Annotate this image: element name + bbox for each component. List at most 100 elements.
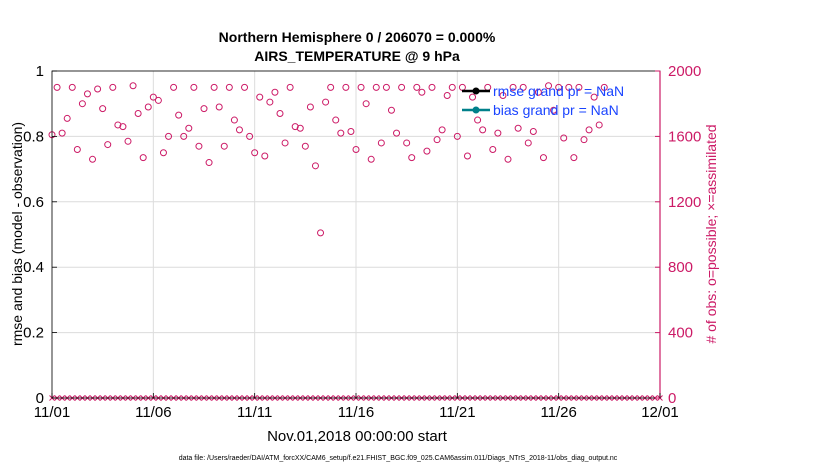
grid-lines (51, 70, 661, 399)
possible-obs-point (524, 139, 532, 147)
possible-obs-point (317, 229, 325, 237)
possible-obs-point (83, 90, 91, 98)
possible-obs-point (220, 142, 228, 150)
possible-obs-point (241, 83, 249, 91)
possible-obs-point (149, 93, 157, 101)
possible-obs-point (210, 83, 218, 91)
possible-obs-point (266, 98, 274, 106)
axes: 0 0.2 0.4 0.6 0.8 1 0 400 800 1200 1600 2000 11/01 11… (23, 63, 701, 421)
possible-obs-point (322, 98, 330, 106)
possible-obs-point (494, 129, 502, 137)
possible-obs-point (428, 83, 436, 91)
possible-obs-point (463, 152, 471, 160)
possible-obs-point (332, 116, 340, 124)
possible-obs-series (48, 82, 608, 237)
possible-obs-point (256, 93, 264, 101)
possible-obs-point (413, 83, 421, 91)
possible-obs-point (565, 83, 573, 91)
possible-obs-point (251, 149, 259, 157)
right-y-tick-label: 1200 (668, 194, 701, 211)
possible-obs-point (458, 83, 466, 91)
possible-obs-point (109, 83, 117, 91)
possible-obs-point (281, 139, 289, 147)
possible-obs-point (230, 116, 238, 124)
possible-obs-point (519, 83, 527, 91)
possible-obs-point (53, 83, 61, 91)
possible-obs-point (159, 149, 167, 157)
possible-obs-point (595, 121, 603, 129)
possible-obs-point (504, 155, 512, 163)
possible-obs-point (479, 126, 487, 134)
possible-obs-point (119, 123, 127, 131)
x-tick-label: 11/06 (135, 404, 171, 421)
x-tick-label: 11/16 (338, 404, 374, 421)
y-axis-label-left: rmse and bias (model - observation) (9, 122, 25, 346)
legend-bias-marker (472, 106, 480, 114)
possible-obs-point (175, 111, 183, 119)
possible-obs-point (58, 129, 66, 137)
possible-obs-point (469, 93, 477, 101)
right-y-tick-label: 400 (668, 325, 693, 342)
possible-obs-point (418, 88, 426, 96)
possible-obs-point (555, 83, 563, 91)
possible-obs-point (271, 88, 279, 96)
possible-obs-point (560, 134, 568, 142)
x-tick-label: 11/21 (439, 404, 475, 421)
possible-obs-point (509, 83, 517, 91)
possible-obs-point (286, 83, 294, 91)
possible-obs-point (545, 82, 553, 90)
possible-obs-point (352, 145, 360, 153)
possible-obs-point (124, 137, 132, 145)
possible-obs-point (311, 162, 319, 170)
possible-obs-point (99, 105, 107, 113)
possible-obs-point (600, 83, 608, 91)
possible-obs-point (357, 83, 365, 91)
possible-obs-point (190, 83, 198, 91)
data-file-footer: data file: /Users/raeder/DAI/ATM_forcXX/… (179, 455, 618, 462)
possible-obs-point (489, 145, 497, 153)
possible-obs-point (362, 100, 370, 108)
possible-obs-point (372, 83, 380, 91)
x-tick-label: 11/26 (540, 404, 576, 421)
possible-obs-point (367, 155, 375, 163)
possible-obs-point (139, 154, 147, 162)
possible-obs-point (534, 88, 542, 96)
possible-obs-point (215, 103, 223, 111)
possible-obs-point (78, 100, 86, 108)
x-tick-label: 12/01 (641, 404, 679, 421)
right-y-tick-label: 800 (668, 259, 693, 276)
possible-obs-point (403, 139, 411, 147)
possible-obs-point (180, 132, 188, 140)
x-tick-label: 11/11 (237, 404, 272, 421)
possible-obs-point (433, 136, 441, 144)
possible-obs-point (550, 106, 558, 114)
possible-obs-point (438, 126, 446, 134)
chart-title-line1: Northern Hemisphere 0 / 206070 = 0.000% (219, 29, 496, 45)
possible-obs-point (484, 83, 492, 91)
possible-obs-point (246, 132, 254, 140)
right-y-tick-label: 1600 (668, 128, 701, 145)
possible-obs-point (114, 121, 122, 129)
chart-title-line2: AIRS_TEMPERATURE @ 9 hPa (254, 48, 460, 64)
possible-obs-point (529, 127, 537, 135)
legend: rmse grand pr = NaN bias grand pr = NaN (462, 83, 624, 118)
possible-obs-point (68, 83, 76, 91)
possible-obs-point (144, 103, 152, 111)
possible-obs-point (306, 103, 314, 111)
possible-obs-point (63, 114, 71, 122)
left-y-tick-label: 0.6 (23, 194, 44, 211)
possible-obs-point (585, 126, 593, 134)
left-y-tick-label: 0.2 (23, 325, 44, 342)
possible-obs-point (296, 124, 304, 132)
right-y-tick-label: 0 (668, 390, 676, 407)
possible-obs-point (347, 127, 355, 135)
left-y-tick-label: 0 (36, 390, 44, 407)
possible-obs-point (73, 145, 81, 153)
possible-obs-point (342, 83, 350, 91)
possible-obs-point (165, 132, 173, 140)
possible-obs-point (129, 82, 137, 90)
possible-obs-point (539, 154, 547, 162)
possible-obs-point (337, 129, 345, 137)
